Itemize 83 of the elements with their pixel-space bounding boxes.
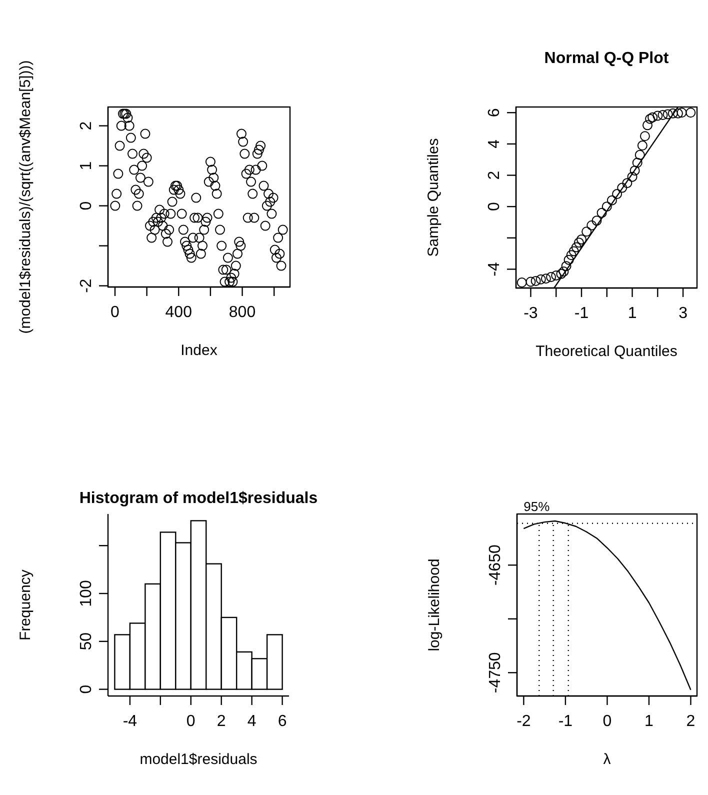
point <box>634 150 645 160</box>
x-tick-label: -1 <box>574 305 589 322</box>
point <box>632 158 642 168</box>
x-tick-label: 800 <box>228 304 256 321</box>
point <box>668 108 678 118</box>
x-tick-label: 0 <box>110 304 120 321</box>
y-axis-title: Sample Quantiles <box>425 138 442 257</box>
point <box>592 216 602 226</box>
point <box>652 110 663 121</box>
y-tick-label: 0 <box>78 684 95 694</box>
y-tick-label: 0 <box>78 201 95 210</box>
x-axis-title: Index <box>180 342 218 359</box>
point <box>582 226 592 237</box>
point <box>576 234 586 244</box>
point <box>642 120 652 130</box>
x-tick-label: 6 <box>278 713 287 730</box>
y-tick-label: 0 <box>486 202 503 212</box>
x-tick-label: 4 <box>247 713 256 730</box>
point <box>536 274 546 284</box>
y-tick-label: 2 <box>486 170 503 180</box>
y-tick-label: -4 <box>486 262 503 276</box>
point <box>561 261 572 272</box>
point <box>564 254 574 265</box>
point <box>637 140 648 151</box>
y-axis-title: log-Likelihood <box>426 558 443 652</box>
point <box>627 172 638 182</box>
point <box>617 182 628 193</box>
point <box>530 276 541 286</box>
y-tick-label: 100 <box>78 580 95 607</box>
x-tick-label: 400 <box>165 304 192 321</box>
point <box>546 272 556 282</box>
x-axis-title: model1$residuals <box>140 751 258 768</box>
point <box>612 189 622 200</box>
point <box>672 108 683 118</box>
point <box>568 246 579 256</box>
x-tick-label: 0 <box>186 713 196 730</box>
x-axis-title: Theoretical Quantiles <box>536 343 678 360</box>
y-tick-label: -4650 <box>487 544 504 586</box>
point <box>640 131 650 142</box>
x-tick-label: 0 <box>602 713 612 730</box>
point <box>606 195 617 206</box>
point <box>622 178 632 188</box>
x-tick-label: 2 <box>216 713 226 730</box>
chart-title: Normal Q-Q Plot <box>544 50 670 67</box>
x-tick-label: 1 <box>644 713 654 730</box>
point <box>558 266 569 277</box>
point <box>540 274 551 284</box>
point <box>645 114 656 124</box>
point <box>602 202 612 212</box>
y-tick-label: 50 <box>78 632 95 650</box>
point <box>516 278 527 288</box>
point <box>526 276 536 287</box>
point <box>556 268 566 279</box>
point <box>551 270 562 280</box>
x-tick-label: 2 <box>686 713 696 730</box>
x-axis-title: λ <box>603 751 612 768</box>
point <box>571 242 582 252</box>
x-tick-label: -4 <box>122 713 138 730</box>
y-axis-title: Frequency <box>17 569 34 640</box>
chart-title: Histogram of model1$residuals <box>79 490 318 507</box>
y-tick-label: -2 <box>78 278 95 293</box>
x-tick-label: -3 <box>524 305 538 322</box>
y-tick-label: 1 <box>78 161 95 170</box>
x-tick-label: 3 <box>678 305 688 322</box>
point <box>630 166 640 176</box>
point <box>686 108 696 118</box>
x-tick-label: -2 <box>516 713 531 730</box>
y-axis-title: (model1$residuals)/(sqrt((anv$Mean[5]))) <box>17 60 34 334</box>
point <box>586 220 597 230</box>
point <box>574 238 584 248</box>
point <box>566 250 576 260</box>
point <box>662 109 673 120</box>
point <box>596 208 607 218</box>
annotation: 95% <box>524 499 550 514</box>
y-tick-label: 4 <box>486 139 503 148</box>
x-tick-label: -1 <box>558 713 573 730</box>
y-tick-label: 6 <box>486 108 503 118</box>
y-tick-label: 2 <box>78 121 95 130</box>
y-tick-label: -4750 <box>487 652 504 694</box>
x-tick-label: 1 <box>628 305 637 322</box>
point <box>648 112 658 122</box>
point <box>658 110 668 120</box>
point <box>676 108 687 118</box>
